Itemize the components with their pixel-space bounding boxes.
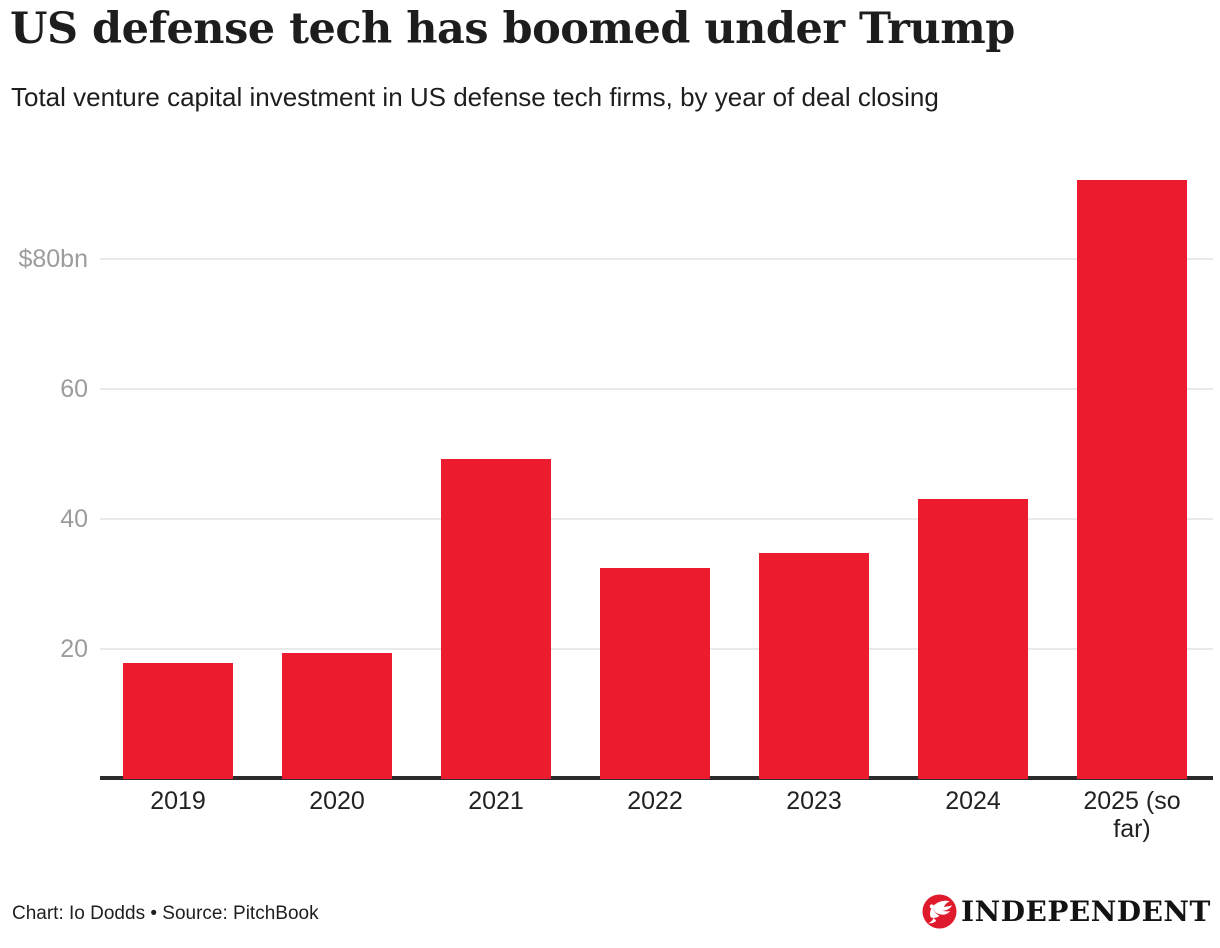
gridline-60 [100,388,1213,390]
bar-2021 [441,459,551,779]
x-tick-label-3: 2021 [468,787,524,815]
y-tick-label-40: 40 [60,505,88,533]
gridline-40 [100,518,1213,520]
bar-2022 [600,568,710,779]
bar-2025-so-far- [1077,180,1187,779]
y-tick-label-80: $80bn [18,245,88,273]
bar-2019 [123,663,233,779]
x-tick-label-5: 2023 [786,787,842,815]
x-tick-label-1: 2019 [150,787,206,815]
bar-2020 [282,653,392,779]
gridline-80 [100,258,1213,260]
chart-credit: Chart: Io Dodds • Source: PitchBook [12,903,319,924]
independent-logo-text: INDEPENDENT [961,894,1211,928]
chart-subtitle: Total venture capital investment in US d… [11,82,939,112]
chart-title: US defense tech has boomed under Trump [10,4,1015,54]
independent-logo: INDEPENDENT [922,893,1211,929]
y-tick-label-20: 20 [60,635,88,663]
x-tick-label-7: 2025 (so far) [1083,787,1181,843]
x-tick-label-6: 2024 [945,787,1001,815]
x-tick-label-2: 2020 [309,787,365,815]
x-tick-label-4: 2022 [627,787,683,815]
bar-2023 [759,553,869,779]
bar-2024 [918,499,1028,779]
y-tick-label-60: 60 [60,375,88,403]
independent-eagle-icon [922,893,957,929]
